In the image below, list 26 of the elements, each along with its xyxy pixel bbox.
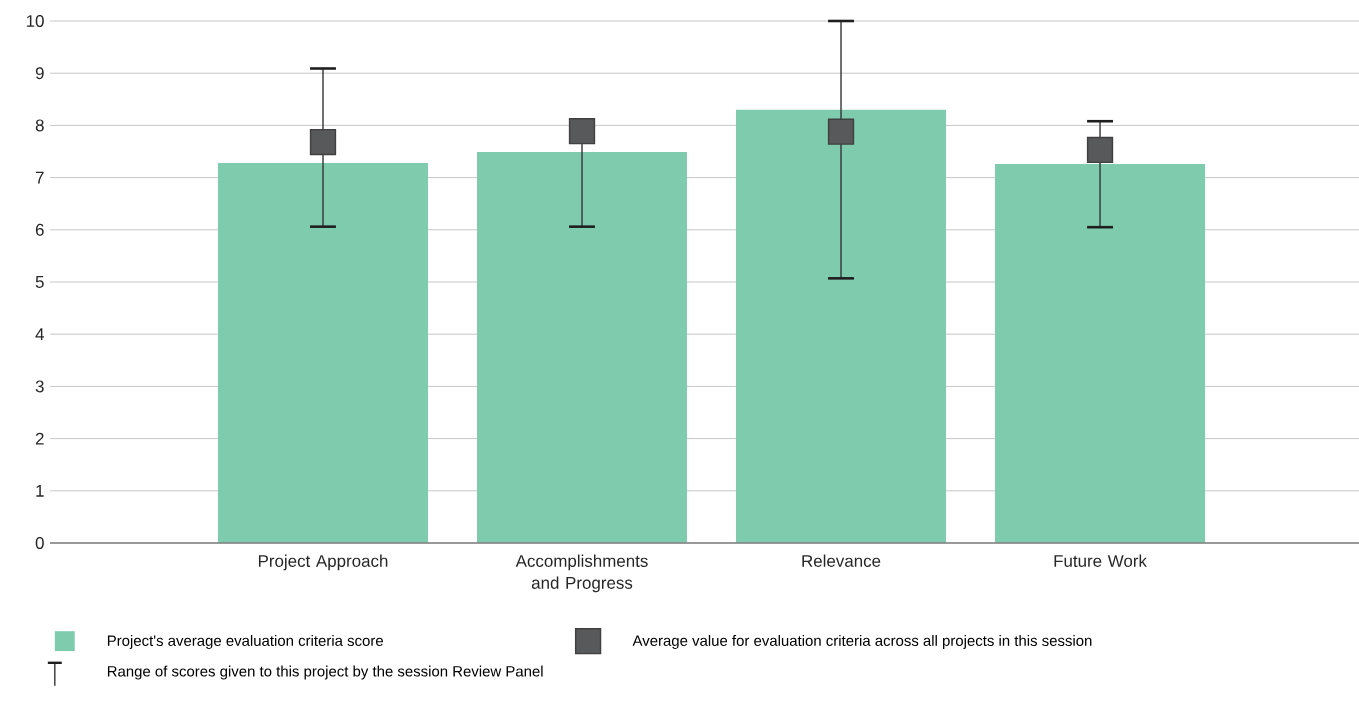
bar — [218, 162, 428, 543]
bar — [995, 164, 1206, 543]
text: Range of scores given to this project by the session Review Panel — [107, 665, 543, 680]
x-tick-label: Accomplishments and Progress — [515, 554, 648, 593]
x-tick-label: Relevance — [802, 554, 881, 567]
y-tick-label: 8 — [35, 119, 44, 132]
y-tick-label: 0 — [35, 537, 44, 549]
y-tick-label: 7 — [35, 171, 44, 184]
legend-label: Average value for evaluation criteria across all projects in this session — [632, 635, 1092, 649]
bar — [736, 109, 947, 543]
x-tick-label: Future Work — [1054, 554, 1147, 567]
point — [568, 117, 596, 145]
y-tick-label: 9 — [35, 67, 44, 80]
x-tick-label: Project Approach — [258, 554, 388, 571]
y-tick-label: 6 — [35, 223, 44, 236]
point — [827, 118, 855, 145]
point — [309, 128, 337, 156]
point — [1086, 136, 1114, 164]
y-tick-label: 4 — [35, 328, 44, 341]
y-tick-label: 2 — [35, 432, 44, 445]
legend-label: Project's average evaluation criteria score — [107, 635, 383, 649]
y-tick-label: 10 — [26, 15, 44, 27]
y-tick-label: 5 — [35, 276, 44, 288]
bar — [477, 152, 688, 543]
y-tick-label: 3 — [35, 380, 44, 393]
y-tick-label: 1 — [36, 484, 44, 497]
